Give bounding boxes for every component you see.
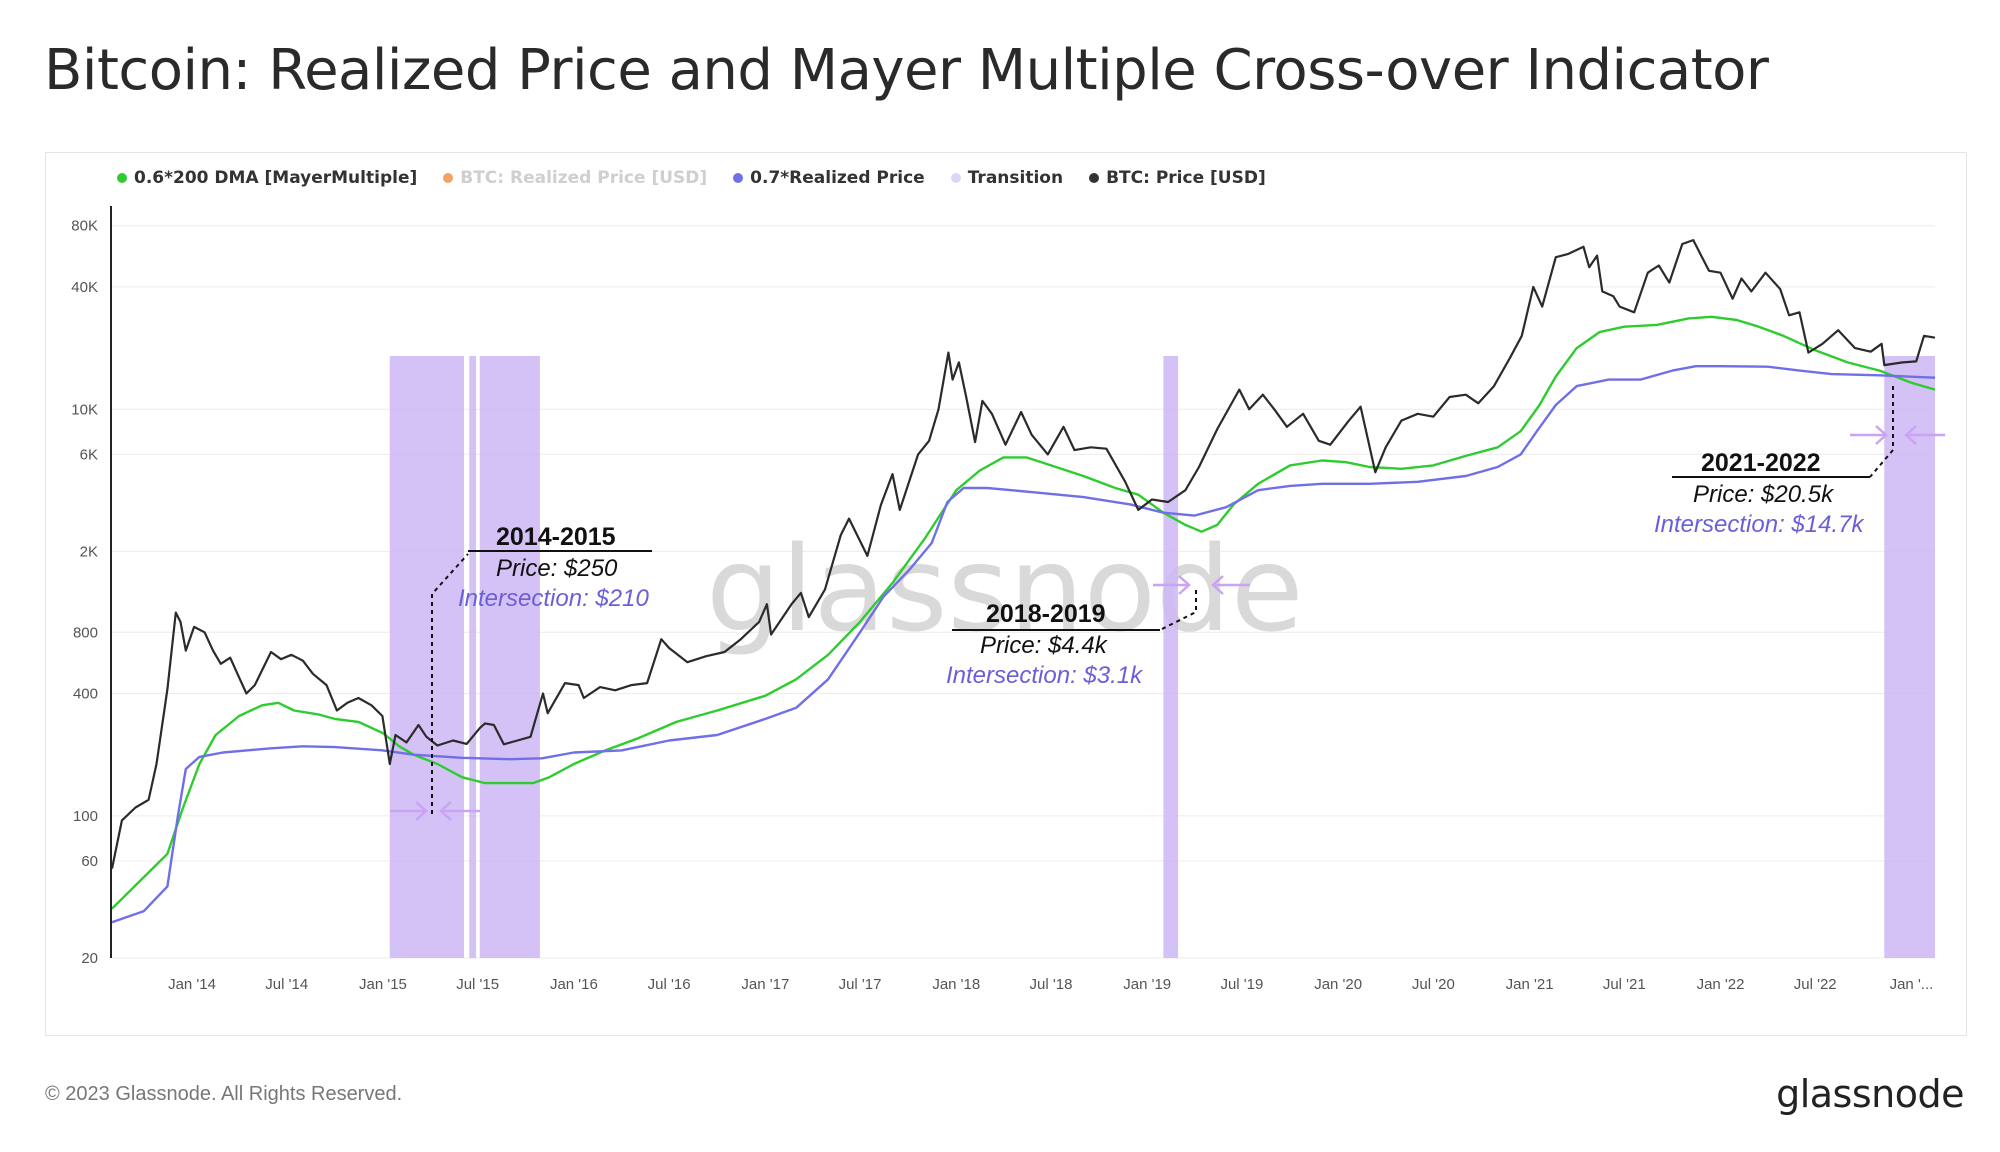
annotation-intersection-2018: Intersection: $3.1k: [946, 662, 1144, 689]
x-tick-label-15: Jul '21: [1603, 976, 1646, 993]
transition-band-0: [389, 356, 465, 958]
legend-item-transition[interactable]: Transition: [950, 168, 1064, 188]
x-tick-label-9: Jul '18: [1030, 976, 1073, 993]
annotation-leader-2018: [1159, 590, 1197, 631]
y-tick-label-2: 100: [73, 808, 98, 825]
chart-frame: [45, 152, 1967, 1036]
x-tick-label-11: Jul '19: [1220, 976, 1263, 993]
x-tick-label-18: Jan '...: [1890, 976, 1934, 993]
annotation-price-2021: Price: $20.5k: [1693, 481, 1835, 508]
series-line-1: [111, 315, 1936, 910]
y-tick-label-1: 60: [81, 853, 98, 870]
chart-legend: 0.6*200 DMA [MayerMultiple] BTC: Realize…: [117, 168, 1266, 188]
x-axis-ticks: Jan '14 Jul '14 Jan '15 Jul '15 Jan '16 Jul '…: [168, 976, 1933, 993]
annotation-2021-2022: 2021-2022 Price: $20.5k Intersection: $1…: [1654, 386, 1945, 538]
legend-item-btc-price[interactable]: BTC: Price [USD]: [1089, 168, 1266, 188]
x-tick-label-2: Jan '15: [359, 976, 407, 993]
x-tick-label-7: Jul '17: [839, 976, 882, 993]
annotation-leader-2021: [1869, 386, 1894, 478]
x-tick-label-12: Jan '20: [1314, 976, 1362, 993]
legend-dot-btc-price: [1089, 173, 1100, 183]
y-tick-label-7: 10K: [71, 401, 98, 418]
transition-bands: [389, 356, 1935, 958]
legend-label-07-realized: 0.7*Realized Price: [750, 168, 925, 188]
x-tick-label-6: Jan '17: [741, 976, 789, 993]
x-tick-label-1: Jul '14: [265, 976, 308, 993]
arrow-icon-in-2018: [1153, 575, 1250, 595]
annotation-intersection-2021: Intersection: $14.7k: [1654, 511, 1865, 538]
arrow-icon-in-2021: [1850, 425, 1945, 445]
legend-item-realized-price[interactable]: BTC: Realized Price [USD]: [443, 168, 707, 188]
annotation-title-2014: 2014-2015: [496, 523, 616, 551]
copyright-text: © 2023 Glassnode. All Rights Reserved.: [45, 1083, 403, 1105]
series-line-0: [110, 239, 1936, 869]
transition-band-4: [1884, 356, 1935, 958]
legend-item-mayer[interactable]: 0.6*200 DMA [MayerMultiple]: [117, 168, 417, 188]
y-axis-ticks: 20 60 100 400 800 2K 6K 10K 40K 80K: [71, 218, 98, 967]
legend-label-btc-price: BTC: Price [USD]: [1106, 168, 1266, 188]
annotation-price-2018: Price: $4.4k: [980, 632, 1109, 659]
series-line-2: [111, 365, 1936, 924]
annotation-2018-2019: 2018-2019 Price: $4.4k Intersection: $3.…: [946, 575, 1250, 689]
series-lines: [110, 239, 1936, 924]
x-tick-label-3: Jul '15: [456, 976, 499, 993]
x-tick-label-10: Jan '19: [1123, 976, 1171, 993]
y-tick-label-5: 2K: [80, 543, 98, 560]
x-tick-label-14: Jan '21: [1506, 976, 1554, 993]
page-title: Bitcoin: Realized Price and Mayer Multip…: [44, 38, 1769, 103]
legend-label-mayer: 0.6*200 DMA [MayerMultiple]: [134, 168, 418, 188]
arrow-icon-in-2014: [390, 801, 480, 821]
legend-dot-realized-price: [443, 173, 454, 183]
legend-dot-mayer: [117, 173, 127, 183]
annotation-title-2018: 2018-2019: [986, 600, 1106, 628]
x-tick-label-17: Jul '22: [1794, 976, 1837, 993]
annotation-2014-2015: 2014-2015 Price: $250 Intersection: $210: [390, 523, 652, 821]
legend-item-07-realized[interactable]: 0.7*Realized Price: [733, 168, 925, 188]
x-tick-label-13: Jul '20: [1412, 976, 1455, 993]
legend-dot-07-realized: [733, 173, 744, 183]
x-tick-label-4: Jan '16: [550, 976, 598, 993]
y-tick-label-0: 20: [81, 950, 98, 967]
x-tick-label-0: Jan '14: [168, 976, 216, 993]
legend-label-transition: Transition: [967, 168, 1064, 188]
annotation-price-2014: Price: $250: [496, 555, 618, 582]
x-tick-label-5: Jul '16: [648, 976, 691, 993]
y-tick-label-4: 800: [73, 624, 98, 641]
y-tick-label-8: 40K: [71, 279, 98, 296]
transition-band-2: [479, 356, 540, 958]
glassnode-logo[interactable]: glassnode: [1776, 1072, 1964, 1116]
transition-band-3: [1163, 356, 1179, 958]
x-tick-label-8: Jan '18: [932, 976, 980, 993]
y-tick-label-9: 80K: [71, 218, 98, 235]
x-tick-label-16: Jan '22: [1697, 976, 1745, 993]
watermark: glassnode: [706, 520, 1303, 658]
annotation-leader-2014: [431, 553, 469, 814]
y-tick-label-6: 6K: [80, 446, 98, 463]
annotation-intersection-2014: Intersection: $210: [458, 585, 649, 612]
transition-band-1: [469, 356, 477, 958]
y-tick-label-3: 400: [73, 686, 98, 703]
annotation-title-2021: 2021-2022: [1701, 449, 1821, 477]
legend-label-realized-price: BTC: Realized Price [USD]: [460, 168, 708, 188]
legend-dot-transition: [950, 173, 961, 183]
